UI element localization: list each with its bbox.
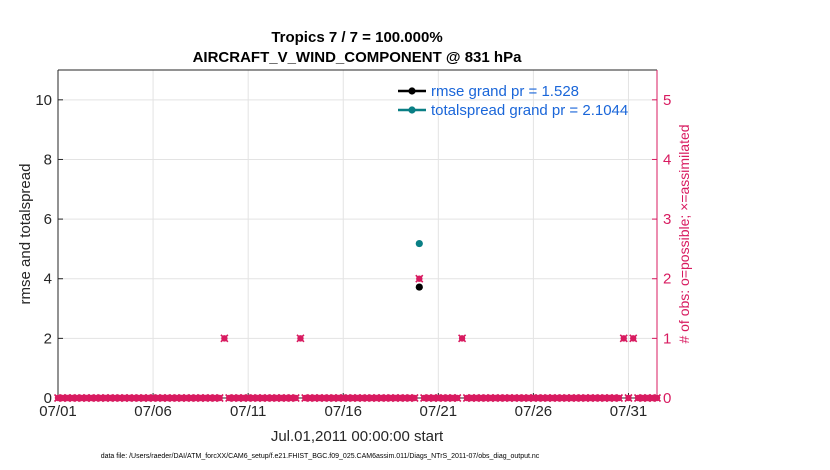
x-axis-label: Jul.01,2011 00:00:00 start xyxy=(271,428,444,445)
y-tick-label-4: 8 xyxy=(44,151,52,168)
obs-count-point xyxy=(614,393,624,403)
series-0-point-0 xyxy=(415,283,423,291)
obs-count-point xyxy=(215,393,224,403)
obs-count-point xyxy=(652,393,662,403)
obs-count-cross xyxy=(415,274,424,283)
obs-count-point xyxy=(629,334,638,343)
data-series xyxy=(415,239,423,291)
obs-count-cross xyxy=(614,393,624,403)
y-right-tick-label-5: 5 xyxy=(663,92,671,109)
obs-count-point xyxy=(453,393,462,403)
obs-count-cross xyxy=(410,393,419,403)
obs-count-point xyxy=(415,274,424,283)
y-right-tick-label-1: 1 xyxy=(663,330,671,347)
obs-count-point xyxy=(220,334,229,343)
obs-count-cross xyxy=(652,393,662,403)
obs-count-point xyxy=(619,334,628,343)
y-right-tick-label-4: 4 xyxy=(663,151,671,168)
y-right-tick-label-2: 2 xyxy=(663,271,671,288)
grid xyxy=(57,70,657,399)
y-tick-label-3: 6 xyxy=(44,211,52,228)
y-axis-right-label: # of obs: o=possible; ×=assimilated xyxy=(676,124,692,343)
y-tick-label-1: 2 xyxy=(44,330,52,347)
x-tick-label-0: 07/01 xyxy=(39,403,77,420)
x-tick-label-6: 07/31 xyxy=(610,403,648,420)
y-axis-left: 0 2 4 6 8 10 xyxy=(35,92,63,407)
obs-count-point xyxy=(458,334,467,343)
obs-count-cross xyxy=(296,334,305,343)
chart-subtitle: AIRCRAFT_V_WIND_COMPONENT @ 831 hPa xyxy=(193,49,523,66)
obs-count-cross xyxy=(220,334,229,343)
legend-label-1: totalspread grand pr = 2.1044 xyxy=(431,102,628,119)
legend-label-0: rmse grand pr = 1.528 xyxy=(431,83,579,100)
legend: rmse grand pr = 1.528 totalspread grand p… xyxy=(398,83,628,119)
obs-count-cross xyxy=(291,393,300,403)
plot-frame xyxy=(57,69,658,399)
obs-count-point xyxy=(410,393,419,403)
obs-count-cross xyxy=(629,334,638,343)
x-tick-label-3: 07/16 xyxy=(324,403,362,420)
y-tick-label-0: 0 xyxy=(44,390,52,407)
obs-count-cross xyxy=(458,334,467,343)
y-axis-label: rmse and totalspread xyxy=(17,164,34,305)
legend-swatch-marker-0 xyxy=(408,87,416,95)
y-tick-label-2: 4 xyxy=(44,271,52,288)
obs-count-cross xyxy=(619,334,628,343)
x-tick-label-1: 07/06 xyxy=(134,403,172,420)
obs-count-cross xyxy=(215,393,224,403)
y-right-tick-label-3: 3 xyxy=(663,211,671,228)
obs-count-point xyxy=(296,334,305,343)
obs-count-point xyxy=(624,393,633,403)
x-tick-label-4: 07/21 xyxy=(420,403,458,420)
obs-count-series xyxy=(53,274,662,403)
y-tick-label-5: 10 xyxy=(35,92,52,109)
footer-data-file: data file: /Users/raeder/DAI/ATM_forcXX/… xyxy=(101,453,540,460)
series-1-point-0 xyxy=(415,239,423,248)
legend-swatch-marker-1 xyxy=(408,106,416,114)
x-tick-label-2: 07/11 xyxy=(230,403,266,420)
y-axis-right: 0 1 2 3 4 5 xyxy=(652,92,671,407)
chart-title: Tropics 7 / 7 = 100.000% xyxy=(271,29,442,46)
obs-count-point xyxy=(291,393,300,403)
y-right-tick-label-0: 0 xyxy=(663,390,671,407)
obs-count-cross xyxy=(624,393,633,403)
obs-count-cross xyxy=(453,393,462,403)
x-tick-label-5: 07/26 xyxy=(515,403,553,420)
